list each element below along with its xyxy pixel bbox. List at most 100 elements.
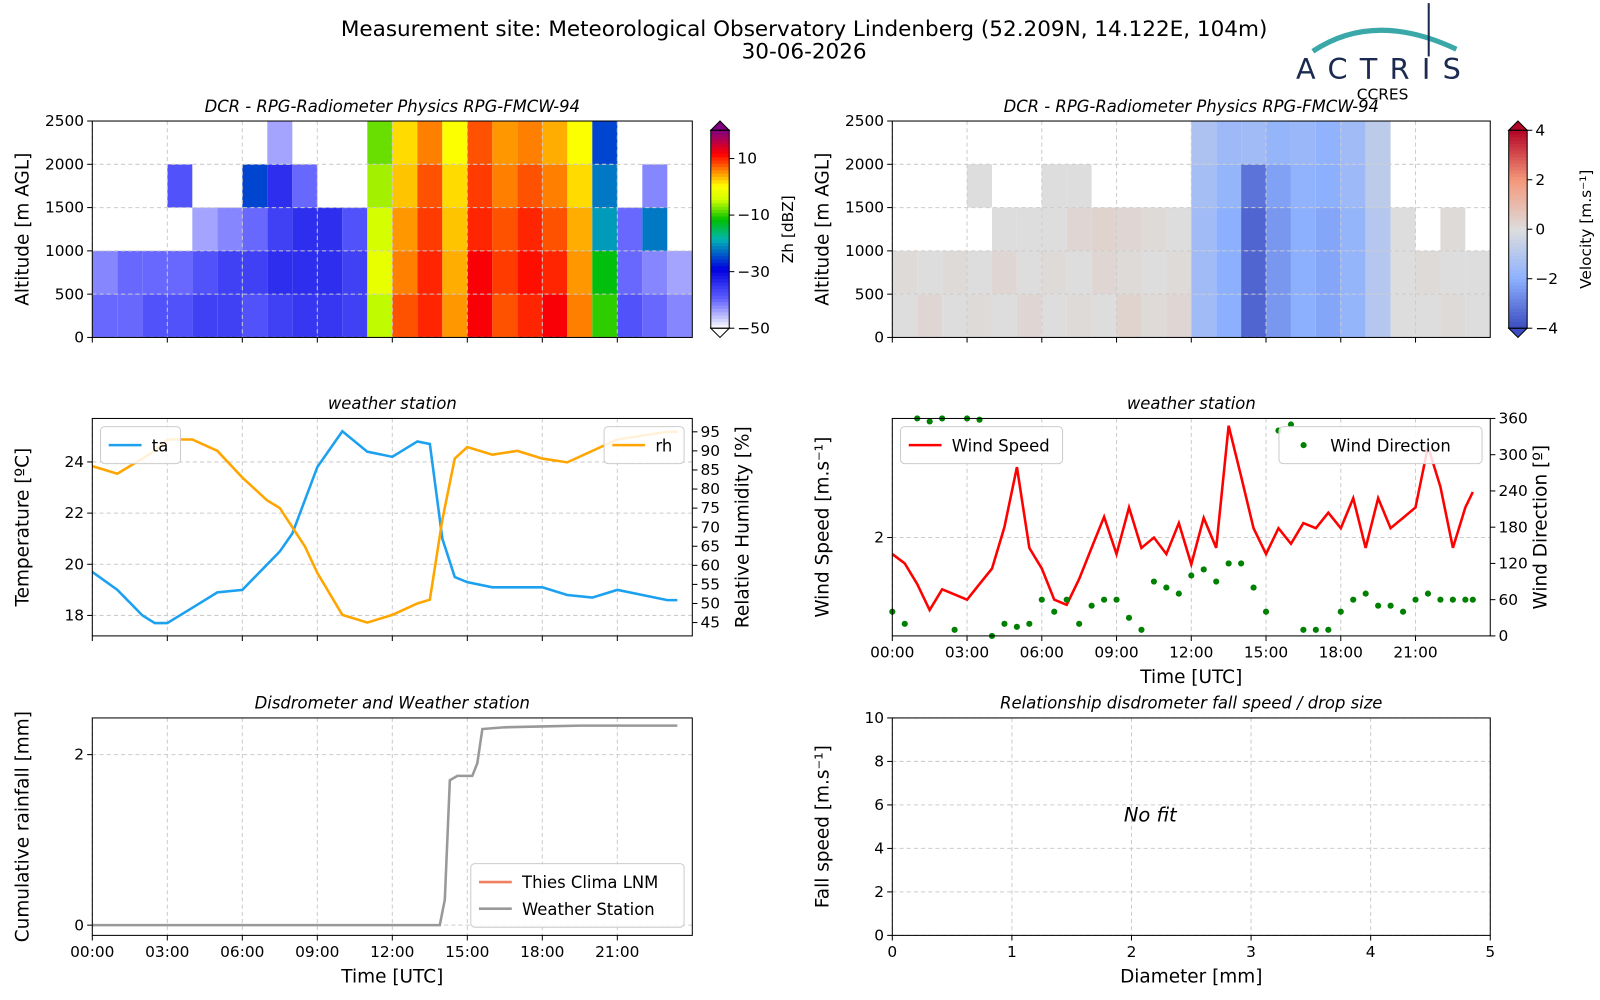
plot-frame: [91, 120, 693, 338]
x-tick-label: 09:00: [295, 943, 339, 961]
heatmap-cell: [142, 294, 168, 338]
heatmap-cell: [1066, 207, 1092, 251]
colorbar-slice: [710, 216, 730, 220]
x-axis-label: Time [UTC]: [340, 967, 443, 988]
colorbar-slice: [1508, 199, 1528, 204]
panel-title: weather station: [1127, 394, 1256, 413]
heatmap-cell: [1290, 250, 1316, 295]
colorbar-slice: [710, 199, 730, 204]
heatmap-cell: [1340, 207, 1366, 251]
colorbar-slice: [1508, 232, 1528, 237]
heatmap-cell: [1266, 294, 1291, 338]
y-tick-label: 1000: [845, 242, 884, 260]
legend-label: rh: [655, 436, 672, 455]
x-tick-label: 18:00: [520, 943, 564, 961]
point: [901, 620, 908, 627]
colorbar-slice: [1508, 143, 1528, 148]
colorbar-slice: [1508, 282, 1528, 286]
heatmap-cell: [267, 164, 293, 208]
heatmap-cell: [1041, 250, 1067, 295]
heatmap-cell: [1266, 207, 1291, 251]
point: [1287, 421, 1295, 428]
heatmap-cell: [392, 164, 418, 208]
point: [1449, 596, 1456, 603]
colorbar-slice: [1508, 192, 1528, 197]
y-tick-label: 2: [74, 746, 84, 764]
heatmap-cell: [1390, 294, 1416, 338]
panel: Disdrometer and Weather station 00:00 03:0…: [13, 694, 693, 988]
heatmap-cell: [1390, 250, 1416, 295]
point: [951, 626, 958, 633]
y-tick-label: 0: [74, 329, 84, 347]
colorbar-slice: [1508, 173, 1528, 177]
y-tick-label: 2500: [45, 112, 84, 130]
y2-tick-label: 55: [701, 576, 721, 594]
point: [1088, 602, 1095, 609]
colorbar-slice: [1508, 288, 1528, 293]
point: [1113, 596, 1120, 603]
heatmap-cell: [1365, 164, 1391, 208]
heatmap-cell: [492, 207, 518, 251]
heatmap-cell: [1340, 250, 1366, 295]
heatmap-cell: [892, 294, 918, 338]
heatmap-cell: [1066, 294, 1092, 338]
y2-tick-label: 90: [701, 442, 721, 460]
colorbar-slice: [1508, 202, 1528, 207]
colorbar-tick-label: −10: [737, 206, 769, 224]
heatmap-cell: [292, 164, 318, 208]
panel: Relationship disdrometer fall speed / dr…: [813, 694, 1495, 988]
heatmap-cell: [1141, 294, 1167, 338]
colorbar-slice: [710, 140, 730, 144]
colorbar-slice: [1508, 229, 1528, 234]
point: [1312, 626, 1319, 633]
colorbar-tick-label: 0: [1535, 220, 1545, 238]
point: [1163, 584, 1170, 591]
heatmap-cell: [417, 164, 443, 208]
colorbar-slice: [1508, 308, 1528, 313]
colorbar-slice: [1508, 189, 1528, 194]
heatmap-cell: [1266, 164, 1291, 208]
x-tick-label: 5: [1485, 943, 1495, 961]
heatmap-cell: [567, 164, 593, 208]
heatmap-cell: [217, 207, 243, 251]
y-tick-label: 10: [865, 709, 885, 727]
heatmap-cell: [1166, 250, 1192, 295]
heatmap-cell: [1191, 250, 1217, 295]
heatmap-cell: [417, 121, 443, 165]
colorbar-label: Velocity [m.s⁻¹]: [1577, 170, 1595, 289]
point: [1337, 608, 1344, 615]
heatmap-cell: [1116, 294, 1142, 338]
heatmap-cell: [242, 250, 268, 295]
heatmap-cell: [367, 250, 393, 295]
heatmap-cell: [1241, 250, 1267, 295]
legend: Wind Direction: [1278, 426, 1483, 465]
colorbar-slice: [1508, 196, 1528, 201]
heatmap-cell: [592, 250, 618, 295]
heatmap-cell: [1365, 121, 1391, 165]
colorbar-slice: [710, 282, 730, 286]
point: [1125, 614, 1133, 621]
heatmap-cell: [442, 164, 468, 208]
point: [1076, 620, 1083, 627]
x-tick-label: 1: [1007, 943, 1017, 961]
colorbar-slice: [710, 153, 730, 158]
heatmap-cell: [617, 207, 643, 251]
y2-tick-label: 300: [1498, 446, 1527, 464]
colorbar-slice: [1508, 311, 1528, 316]
heatmap-cell: [1241, 121, 1267, 165]
heatmap-cell: [1290, 121, 1316, 165]
heatmap-cell: [667, 250, 693, 295]
colorbar-slice: [1508, 179, 1528, 184]
heatmap-cell: [292, 207, 318, 251]
heatmap-cell: [442, 207, 468, 251]
colorbar-slice: [710, 150, 730, 154]
colorbar-tick-label: 4: [1535, 121, 1545, 139]
point: [1101, 596, 1108, 603]
panel: DCR - RPG-Radiometer Physics RPG-FMCW-94…: [13, 97, 797, 347]
y-tick-label: 1500: [45, 199, 84, 217]
colorbar-slice: [1508, 146, 1528, 151]
point: [1262, 608, 1270, 615]
legend: Wind Speed: [899, 426, 1064, 465]
heatmap-cell: [167, 250, 193, 295]
